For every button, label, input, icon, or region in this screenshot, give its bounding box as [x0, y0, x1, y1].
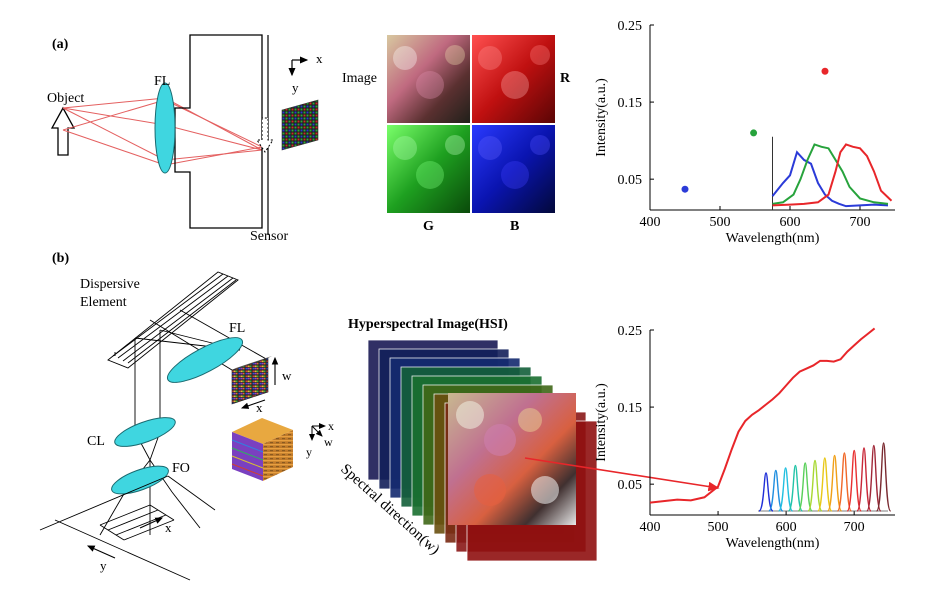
- x-label-sensor: x: [256, 400, 263, 415]
- y-axis-label: Intensity(a.u.): [594, 383, 609, 462]
- x-tick-label: 700: [844, 520, 865, 535]
- fl-label: FL: [154, 74, 170, 89]
- filter-peak-line: [777, 467, 794, 512]
- green-channel-image: [387, 125, 470, 213]
- panel-a-label: (a): [52, 37, 69, 52]
- x-tick-label: 400: [640, 520, 661, 535]
- fo-label: FO: [172, 461, 190, 476]
- filter-peak-line: [846, 449, 862, 512]
- inset-spectrum-line: [772, 143, 893, 207]
- camera-body: [174, 34, 263, 229]
- filter-peak-line: [787, 464, 804, 512]
- y-tick-label: 0.05: [618, 173, 643, 188]
- pixel-spectrum-arrow: [524, 457, 720, 492]
- fl-b-label: FL: [229, 321, 245, 336]
- composite-image: [387, 35, 470, 123]
- object-label: Object: [47, 91, 84, 106]
- hsi-stack: [367, 339, 598, 562]
- y-tick-label: 0.05: [618, 478, 643, 493]
- blue-channel-image: [472, 125, 555, 213]
- filter-peak-line: [856, 447, 872, 512]
- hsi-flower-texture: [456, 401, 559, 506]
- filter-peak-line: [807, 459, 823, 512]
- cl-label: CL: [87, 434, 105, 449]
- objective-lens: [111, 465, 169, 495]
- x-tick-label: 400: [640, 215, 661, 230]
- inset-spectrum-line: [771, 150, 889, 208]
- y-tick-label: 0.15: [618, 401, 643, 416]
- scanning-stage: [39, 475, 216, 581]
- filter-peak-line: [768, 469, 784, 512]
- x-tick-label: 600: [776, 520, 797, 535]
- dispersive-grating: [107, 271, 239, 369]
- x-axis-label: Wavelength(nm): [726, 536, 820, 551]
- panel-b: (b) Dispersive Element: [39, 251, 720, 581]
- cube-axis-y: y: [306, 445, 312, 459]
- scatter-point: [750, 129, 758, 137]
- image-arrow-icon: [256, 117, 274, 153]
- x-arrow-icon: [240, 399, 266, 409]
- cube-axis-x: x: [328, 419, 334, 433]
- y-tick-label: 0.15: [618, 96, 643, 111]
- object-arrow-icon: [50, 106, 76, 156]
- stage-x-label: x: [165, 520, 172, 535]
- focusing-lens-b: [166, 337, 244, 383]
- panel-b-label: (b): [52, 251, 69, 266]
- x-tick-label: 500: [708, 520, 729, 535]
- hsi-flower: [456, 401, 484, 429]
- y-axis-label: Intensity(a.u.): [594, 78, 609, 157]
- filter-peak-line: [797, 462, 813, 512]
- image-label: Image: [342, 71, 377, 86]
- cube-axis-icon: [309, 423, 326, 441]
- dispersive-label-line1: Dispersive: [80, 277, 140, 292]
- sensor-label: Sensor: [250, 229, 288, 244]
- inset-spectrum-line: [772, 143, 889, 205]
- light-rays: [62, 97, 263, 166]
- x-tick-label: 500: [710, 215, 731, 230]
- axis-x-label: x: [316, 51, 323, 66]
- stage-x-arrow-icon: [139, 517, 164, 529]
- inset-filter-peaks: [758, 442, 892, 512]
- w-label: w: [282, 368, 292, 383]
- axis-icon: [288, 56, 309, 77]
- y-tick-label: 0.25: [618, 324, 643, 339]
- filter-peak-line: [836, 452, 853, 512]
- hyperspectral-cube: [231, 418, 293, 481]
- axis-y-label: y: [292, 80, 299, 95]
- filter-peak-line: [817, 457, 833, 512]
- bayer-sensor: [281, 99, 319, 151]
- filter-peak-line: [826, 454, 843, 512]
- hsi-title: Hyperspectral Image(HSI): [348, 317, 508, 332]
- spectral-sensor: [231, 356, 272, 405]
- dispersive-label-line2: Element: [80, 295, 127, 310]
- b-label: B: [510, 219, 519, 234]
- filter-peak-line: [866, 444, 882, 512]
- hsi-flower: [484, 424, 516, 456]
- scatter-point: [821, 67, 829, 75]
- filter-peak-line: [875, 442, 892, 512]
- g-label: G: [423, 219, 434, 234]
- panel-a: (a) Object FL Sensor: [47, 34, 571, 244]
- flower-texture: [393, 45, 550, 189]
- collimating-lens: [114, 417, 176, 447]
- spectrum-line: [649, 327, 876, 504]
- x-axis-label: Wavelength(nm): [726, 231, 820, 246]
- red-channel-image: [472, 35, 555, 123]
- chart-rgb-intensity: 400 500 600 700 0.05 0.15 0.25 Wavelength(nm) In…: [594, 19, 895, 246]
- r-label: R: [560, 71, 571, 86]
- hsi-flower: [531, 476, 559, 504]
- focusing-lens: [154, 82, 176, 174]
- filter-peak-line: [758, 472, 774, 512]
- hsi-flower: [474, 474, 506, 506]
- x-tick-label: 700: [850, 215, 871, 230]
- x-tick-label: 600: [780, 215, 801, 230]
- y-tick-label: 0.25: [618, 19, 643, 34]
- chart-hsi-spectrum: 400 500 600 700 0.05 0.15 0.25 Wavelength(nm) In…: [594, 324, 895, 551]
- scatter-point: [681, 185, 689, 193]
- stage-y-label: y: [100, 558, 107, 573]
- hsi-flower: [518, 408, 542, 432]
- stage-y-arrow-icon: [86, 545, 116, 559]
- cube-axis-w: w: [324, 435, 333, 449]
